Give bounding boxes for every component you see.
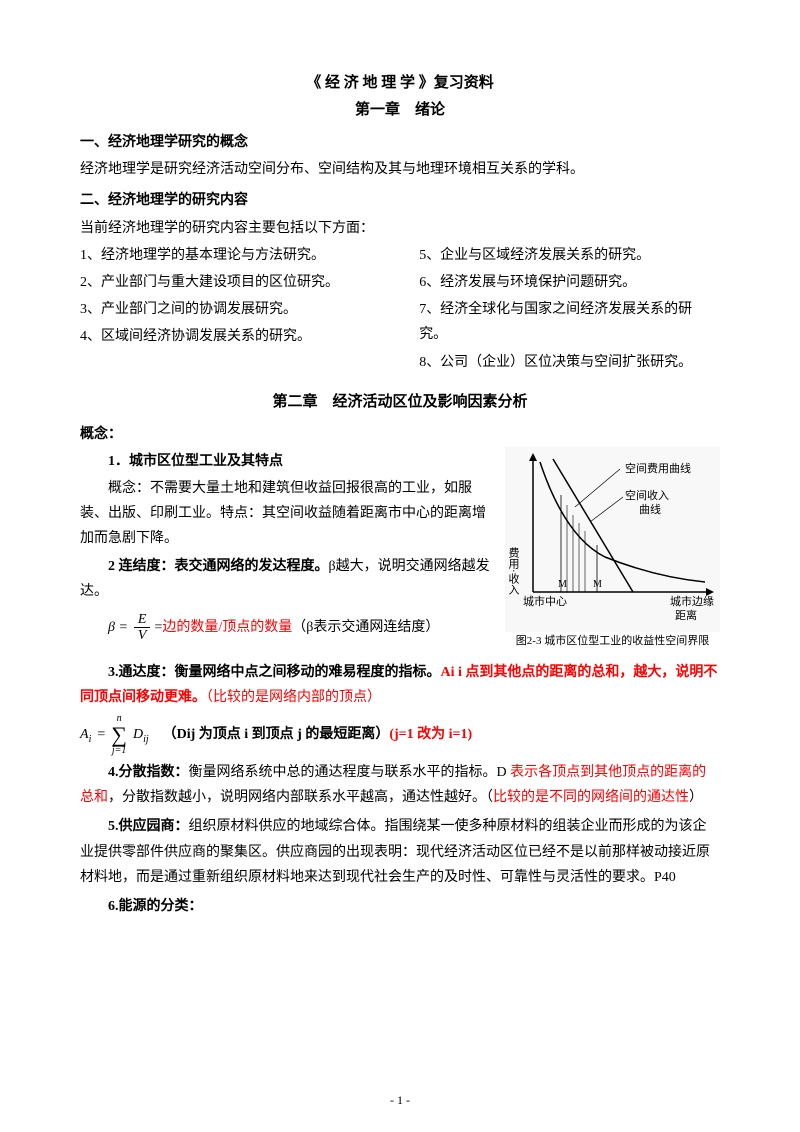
svg-text:费用·收入: 费用·收入	[507, 547, 520, 595]
formula1-red: 边的数量/顶点的数量	[162, 615, 292, 640]
fraction: E V	[134, 612, 151, 644]
chart-svg: 空间费用曲线 空间收入 曲线 费用·收入 M M 城市中心 城市边缘 距离	[505, 447, 720, 632]
concept1-heading: 1．城市区位型工业及其特点	[80, 449, 495, 474]
formula1-tail: （β表示交通网连结度）	[292, 615, 439, 640]
document-title: 《 经 济 地 理 学 》复习资料	[80, 70, 720, 97]
concept3-heading: 3.通达度：衡量网络中点之间移动的难易程度的指标。	[108, 665, 441, 680]
concept4-heading: 4.分散指数：	[108, 765, 189, 780]
svg-text:城市边缘: 城市边缘	[670, 594, 714, 608]
figure-2-3: 空间费用曲线 空间收入 曲线 费用·收入 M M 城市中心 城市边缘 距离 图2…	[505, 447, 720, 652]
concept4-text-a: 衡量网络系统中总的通达程度与联系水平的指标。D	[189, 765, 511, 780]
section2-intro: 当前经济地理学的研究内容主要包括以下方面：	[80, 216, 720, 241]
svg-text:城市中心: 城市中心	[523, 594, 567, 608]
research-items-grid: 1、经济地理学的基本理论与方法研究。 2、产业部门与重大建设项目的区位研究。 3…	[80, 241, 720, 375]
svg-text:距离: 距离	[675, 608, 697, 622]
svg-text:M: M	[593, 579, 602, 590]
formula1-left: β =	[108, 615, 128, 640]
formula2-row: Ai = n ∑ j=1 Dij （Dij 为顶点 i 到顶点 j 的最短距离）…	[80, 714, 720, 756]
page-number: - 1 -	[0, 1090, 800, 1112]
list-item: 8、公司（企业）区位决策与空间扩张研究。	[419, 350, 720, 375]
formula-beta: β = E V	[108, 612, 150, 644]
concept4-text-b: ，分散指数越小，说明网络内部联系水平越高，通达性越好。（	[108, 790, 493, 805]
section1-heading: 一、经济地理学研究的概念	[80, 130, 720, 155]
formula1-row: β = E V = 边的数量/顶点的数量 （β表示交通网连结度）	[80, 612, 495, 644]
figure-caption: 图2-3 城市区位型工业的收益性空间界限	[505, 632, 720, 652]
concept4-red2: 比较的是不同的网络间的通达性	[493, 790, 689, 805]
concept4-text-c: ）	[689, 790, 703, 805]
concept-label: 概念：	[80, 422, 720, 447]
concept6-heading: 6.能源的分类：	[80, 894, 720, 919]
summation: n ∑ j=1	[111, 714, 127, 756]
section2-heading: 二、经济地理学的研究内容	[80, 188, 720, 213]
formula2-note-red: (j=1 改为 i=1)	[389, 722, 472, 747]
list-item: 1、经济地理学的基本理论与方法研究。	[80, 243, 419, 268]
concept3-row: 3.通达度：衡量网络中点之间移动的难易程度的指标。Ai i 点到其他点的距离的总…	[80, 660, 720, 710]
section1-text: 经济地理学是研究经济活动空间分布、空间结构及其与地理环境相互关系的学科。	[80, 157, 720, 182]
label-revenue-curve: 空间收入	[625, 488, 669, 502]
formula1-eq: =	[154, 615, 162, 640]
concept1-text: 概念：不需要大量土地和建筑但收益回报很高的工业，如服装、出版、印刷工业。特点：其…	[80, 476, 495, 552]
label-cost-curve: 空间费用曲线	[625, 461, 691, 475]
concept5-row: 5.供应园商：组织原材料供应的地域综合体。指围绕某一使多种原材料的组装企业而形成…	[80, 814, 720, 890]
svg-text:曲线: 曲线	[639, 502, 661, 516]
svg-text:M: M	[558, 579, 567, 590]
list-item: 7、经济全球化与国家之间经济发展关系的研究。	[419, 297, 720, 347]
concept2-heading: 2 连结度：表交通网络的发达程度。β越大，说明交通网络越发达。	[80, 554, 495, 604]
list-item: 4、区域间经济协调发展关系的研究。	[80, 324, 419, 349]
concept3-red2: （比较的是网络内部的顶点）	[206, 690, 381, 705]
chapter1-heading: 第一章 绪论	[80, 97, 720, 124]
list-item: 5、企业与区域经济发展关系的研究。	[419, 243, 720, 268]
chapter2-heading: 第二章 经济活动区位及影响因素分析	[80, 389, 720, 416]
concept4-row: 4.分散指数：衡量网络系统中总的通达程度与联系水平的指标。D 表示各顶点到其他顶…	[80, 760, 720, 810]
list-item: 3、产业部门之间的协调发展研究。	[80, 297, 419, 322]
numerator: E	[134, 612, 151, 628]
list-item: 2、产业部门与重大建设项目的区位研究。	[80, 270, 419, 295]
formula2-note: （Dij 为顶点 i 到顶点 j 的最短距离）	[163, 722, 390, 747]
denominator: V	[134, 628, 151, 643]
concept5-heading: 5.供应园商：	[108, 819, 189, 834]
list-item: 6、经济发展与环境保护问题研究。	[419, 270, 720, 295]
formula-ai: Ai = n ∑ j=1 Dij	[80, 714, 149, 756]
concept2-heading-a: 2 连结度：表交通网络的发达程度。	[108, 559, 329, 574]
